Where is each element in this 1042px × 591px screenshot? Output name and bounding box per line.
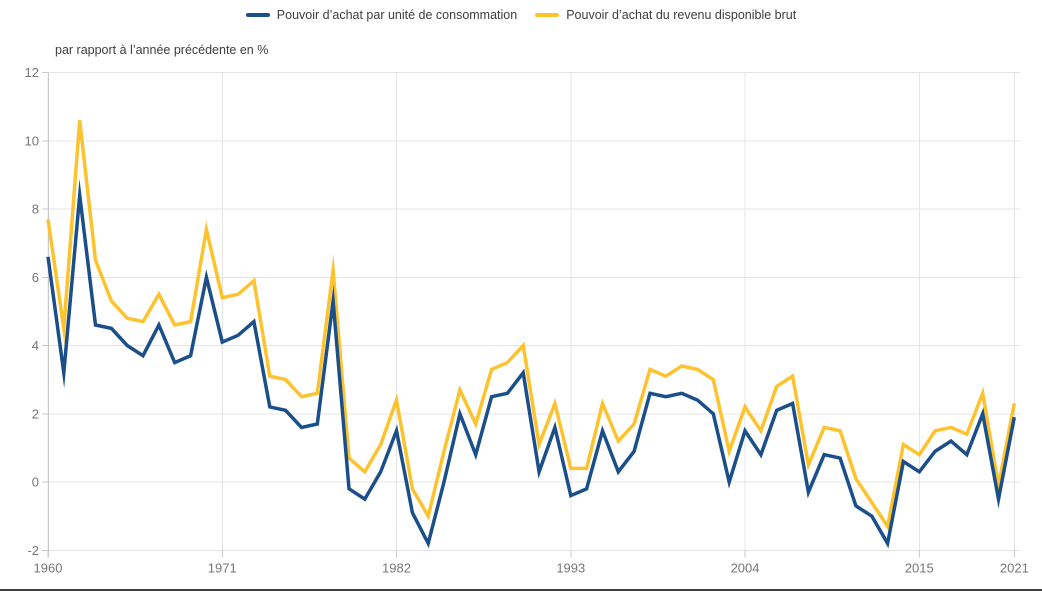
chart-legend: Pouvoir d’achat par unité de consommatio…: [0, 8, 1042, 22]
x-tick-label: 2015: [905, 560, 934, 575]
x-tick-label: 1971: [208, 560, 237, 575]
y-tick-label: -2: [27, 543, 39, 558]
y-tick-label: 2: [32, 406, 39, 421]
bottom-divider: [0, 589, 1042, 591]
y-tick-label: 8: [32, 202, 39, 217]
x-tick-label: 2021: [1000, 560, 1029, 575]
y-tick-label: 12: [25, 65, 39, 80]
x-tick-label: 1982: [382, 560, 411, 575]
y-axis-labels: 12 10 8 6 4 2 0 -2: [25, 65, 39, 558]
y-axis-title: par rapport à l’année précédente en %: [55, 43, 269, 57]
y-tick-label: 6: [32, 270, 39, 285]
x-tick-label: 2004: [731, 560, 760, 575]
x-tick-label: 1993: [556, 560, 585, 575]
x-tick-label: 1960: [34, 560, 63, 575]
legend-item-gross-income[interactable]: Pouvoir d’achat du revenu disponible bru…: [535, 8, 796, 22]
y-tick-label: 10: [25, 133, 39, 148]
x-axis-labels: 1960 1971 1982 1993 2004 2015 2021: [34, 560, 1029, 575]
legend-swatch-yellow: [535, 13, 560, 17]
y-tick-label: 4: [32, 338, 39, 353]
legend-swatch-blue: [245, 13, 270, 17]
axes: [42, 72, 1015, 558]
series-line-consumption-unit[interactable]: [46, 178, 1017, 549]
legend-label-consumption-unit: Pouvoir d’achat par unité de consommatio…: [276, 8, 518, 22]
legend-item-consumption-unit[interactable]: Pouvoir d’achat par unité de consommatio…: [245, 8, 518, 22]
series-line-gross-income[interactable]: [46, 120, 1017, 531]
y-tick-label: 0: [32, 475, 39, 490]
legend-label-gross-income: Pouvoir d’achat du revenu disponible bru…: [566, 8, 797, 22]
